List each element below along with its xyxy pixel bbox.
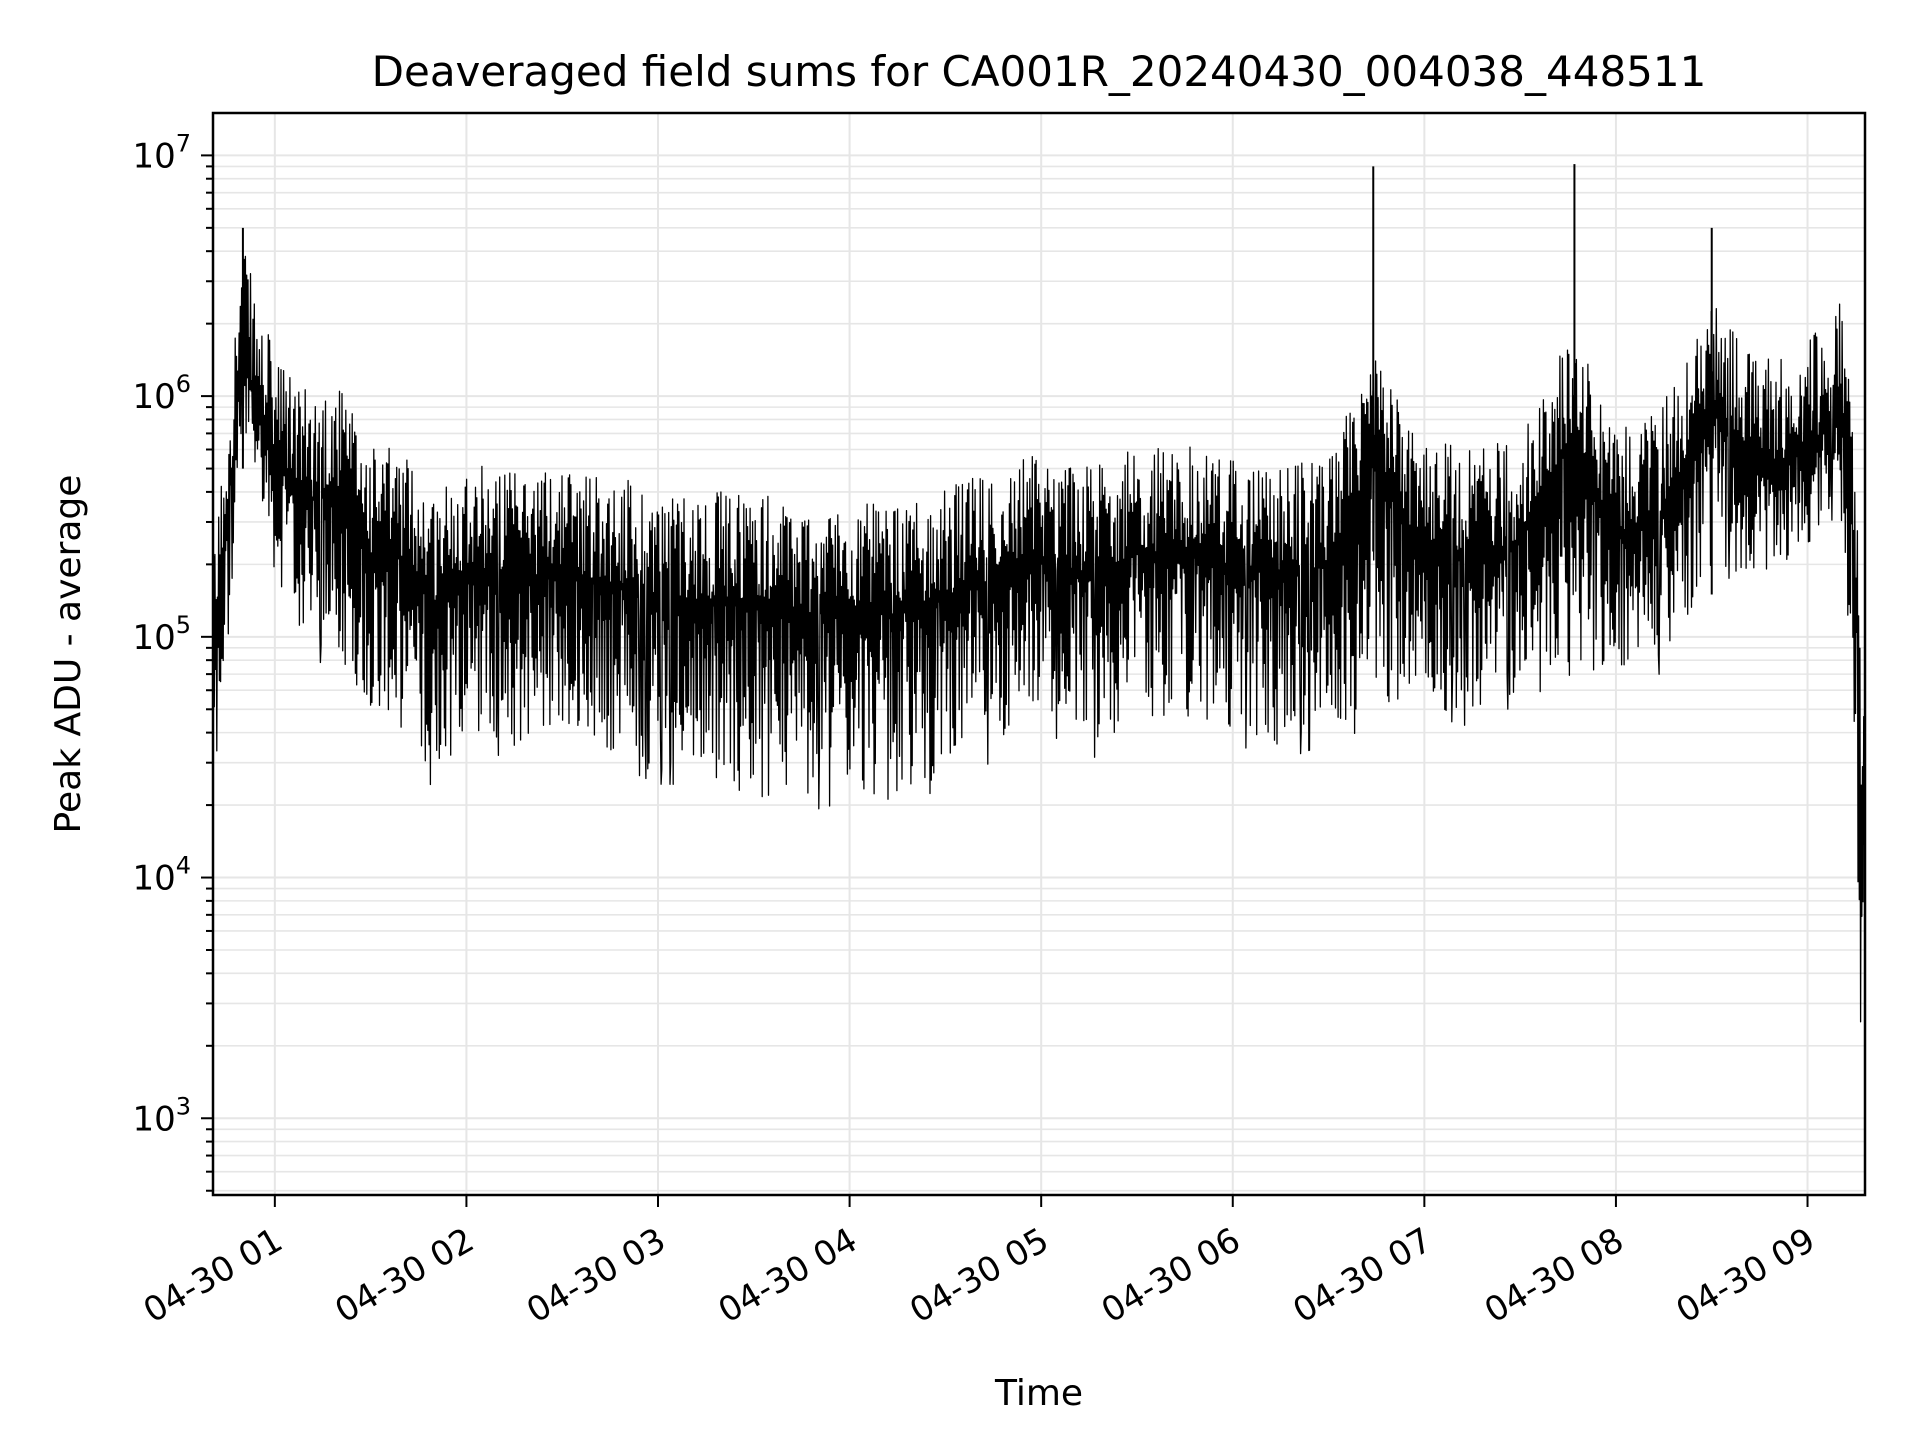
y-tick-label: 107 [132, 129, 191, 176]
plot-frame [211, 111, 1867, 1197]
x-tick-label: 04-30 07 [1286, 1220, 1438, 1331]
y-axis-label: Peak ADU - average [48, 475, 89, 834]
y-tick-label: 103 [132, 1092, 191, 1139]
x-tick-label: 04-30 08 [1478, 1220, 1630, 1331]
chart-title: Deaveraged field sums for CA001R_2024043… [372, 47, 1707, 96]
y-tick-label: 105 [132, 611, 191, 658]
x-tick-label: 04-30 04 [712, 1220, 864, 1331]
x-axis-ticks: 04-30 01 04-30 02 04-30 03 04-30 04 04-30 05… [137, 1195, 1822, 1331]
y-tick-label: 106 [132, 370, 191, 417]
x-tick-label: 04-30 09 [1670, 1220, 1822, 1331]
x-tick-label: 04-30 03 [520, 1220, 672, 1331]
x-tick-label: 04-30 02 [329, 1220, 481, 1331]
x-axis-label: Time [994, 1373, 1083, 1414]
y-tick-label: 104 [132, 852, 191, 899]
x-tick-label: 04-30 05 [903, 1220, 1055, 1331]
series-line [212, 164, 1866, 1023]
signal-line [212, 255, 1866, 1023]
x-tick-label: 04-30 01 [137, 1220, 289, 1331]
x-tick-label: 04-30 06 [1095, 1220, 1247, 1331]
y-axis-ticks: 103 104 105 106 107 [132, 129, 213, 1192]
